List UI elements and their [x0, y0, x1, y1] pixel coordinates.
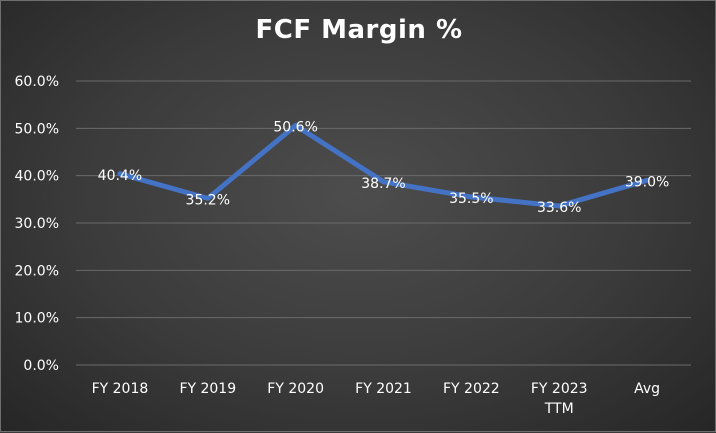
- data-label: 50.6%: [273, 119, 317, 135]
- x-tick-label: FY 2022: [443, 381, 500, 397]
- chart-title: FCF Margin %: [255, 15, 463, 45]
- y-tick-label: 50.0%: [15, 121, 59, 137]
- data-point: [644, 177, 650, 183]
- x-tick-label: FY 2019: [179, 381, 236, 397]
- data-label: 39.0%: [625, 174, 669, 190]
- x-tick-label: FY 2021: [355, 381, 412, 397]
- x-tick-label: Avg: [634, 381, 660, 397]
- y-tick-label: 10.0%: [15, 311, 59, 327]
- data-point: [205, 195, 211, 201]
- data-point: [381, 179, 386, 185]
- x-tick-label: FY 2023 TTM: [531, 381, 588, 417]
- data-label: 38.7%: [361, 176, 405, 192]
- y-tick-label: 60.0%: [15, 74, 59, 90]
- x-axis-ticks: FY 2018 FY 2019 FY 2020 FY 2021 FY 2022 FY 20…: [92, 381, 660, 417]
- data-point: [556, 203, 562, 209]
- y-tick-label: 20.0%: [15, 263, 59, 279]
- y-axis-ticks: 0.0% 10.0% 20.0% 30.0% 40.0% 50.0% 60.0%: [15, 74, 59, 374]
- y-tick-label: 30.0%: [15, 216, 59, 232]
- data-label: 33.6%: [537, 200, 581, 216]
- y-tick-label: 40.0%: [15, 169, 59, 185]
- x-tick-label: FY 2020: [267, 381, 324, 397]
- data-point: [293, 122, 299, 128]
- data-point: [117, 171, 123, 177]
- series-layer: [117, 122, 650, 209]
- y-tick-label: 0.0%: [23, 358, 59, 374]
- data-label: 35.5%: [449, 191, 493, 207]
- data-labels: 40.4% 35.2% 50.6% 38.7% 35.5% 33.6% 39.0%: [98, 119, 670, 215]
- gridlines: [76, 80, 691, 366]
- data-label: 40.4%: [98, 168, 142, 184]
- data-point: [468, 194, 474, 200]
- data-label: 35.2%: [186, 192, 230, 208]
- x-tick-label: FY 2018: [92, 381, 149, 397]
